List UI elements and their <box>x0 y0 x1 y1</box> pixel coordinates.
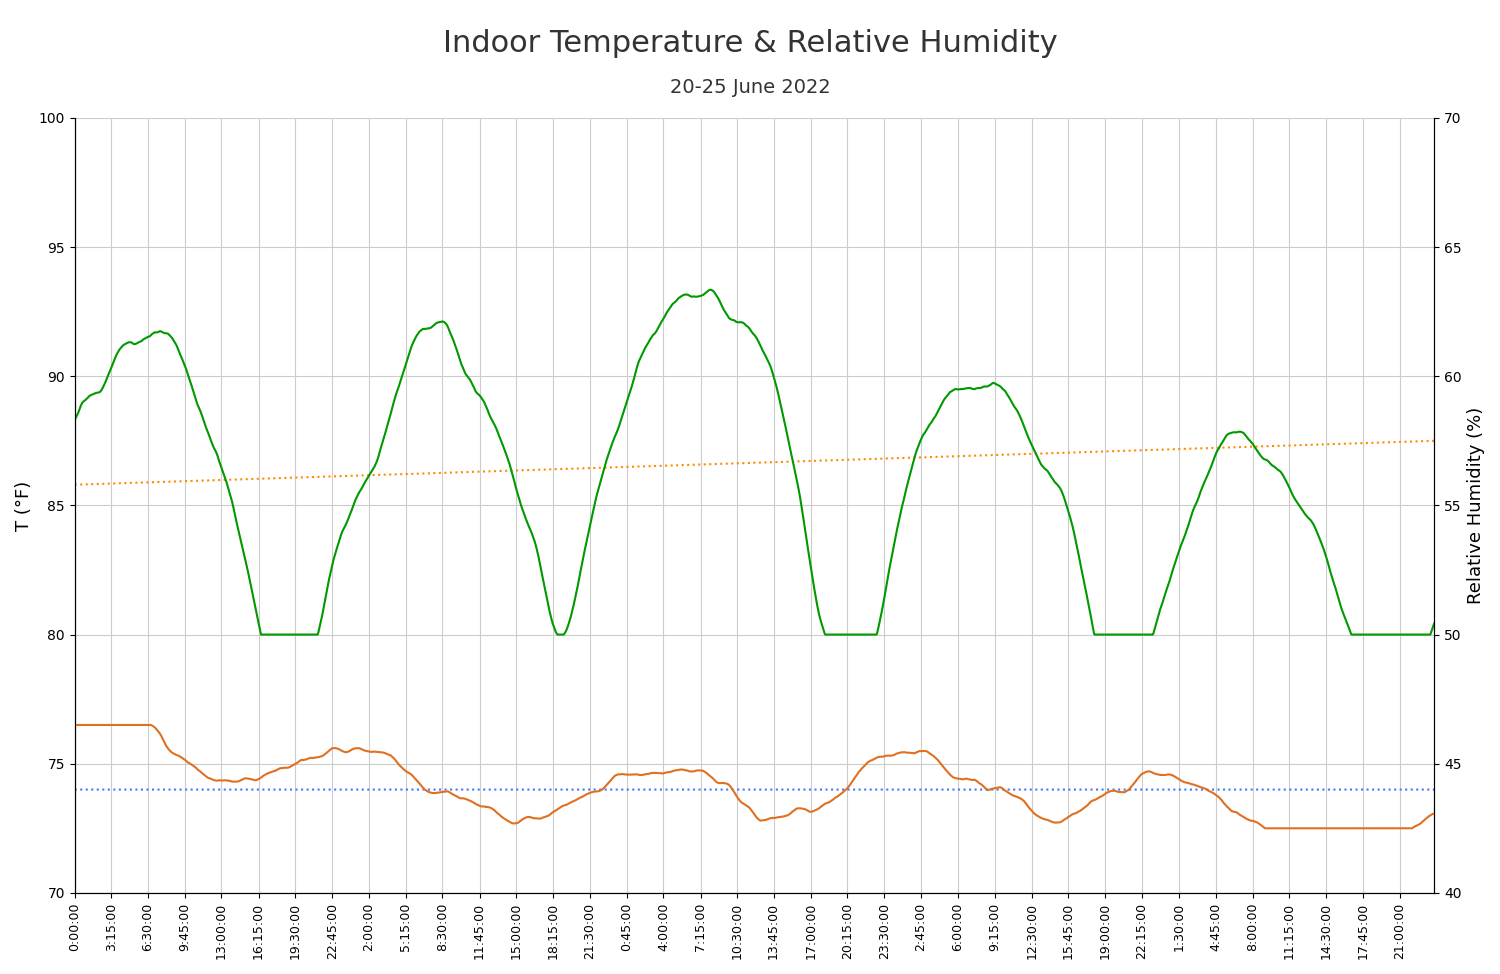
Text: Indoor Temperature & Relative Humidity: Indoor Temperature & Relative Humidity <box>442 29 1058 58</box>
Text: 20-25 June 2022: 20-25 June 2022 <box>669 78 831 97</box>
Y-axis label: T (°F): T (°F) <box>15 480 33 531</box>
Y-axis label: Relative Humidity (%): Relative Humidity (%) <box>1467 407 1485 604</box>
